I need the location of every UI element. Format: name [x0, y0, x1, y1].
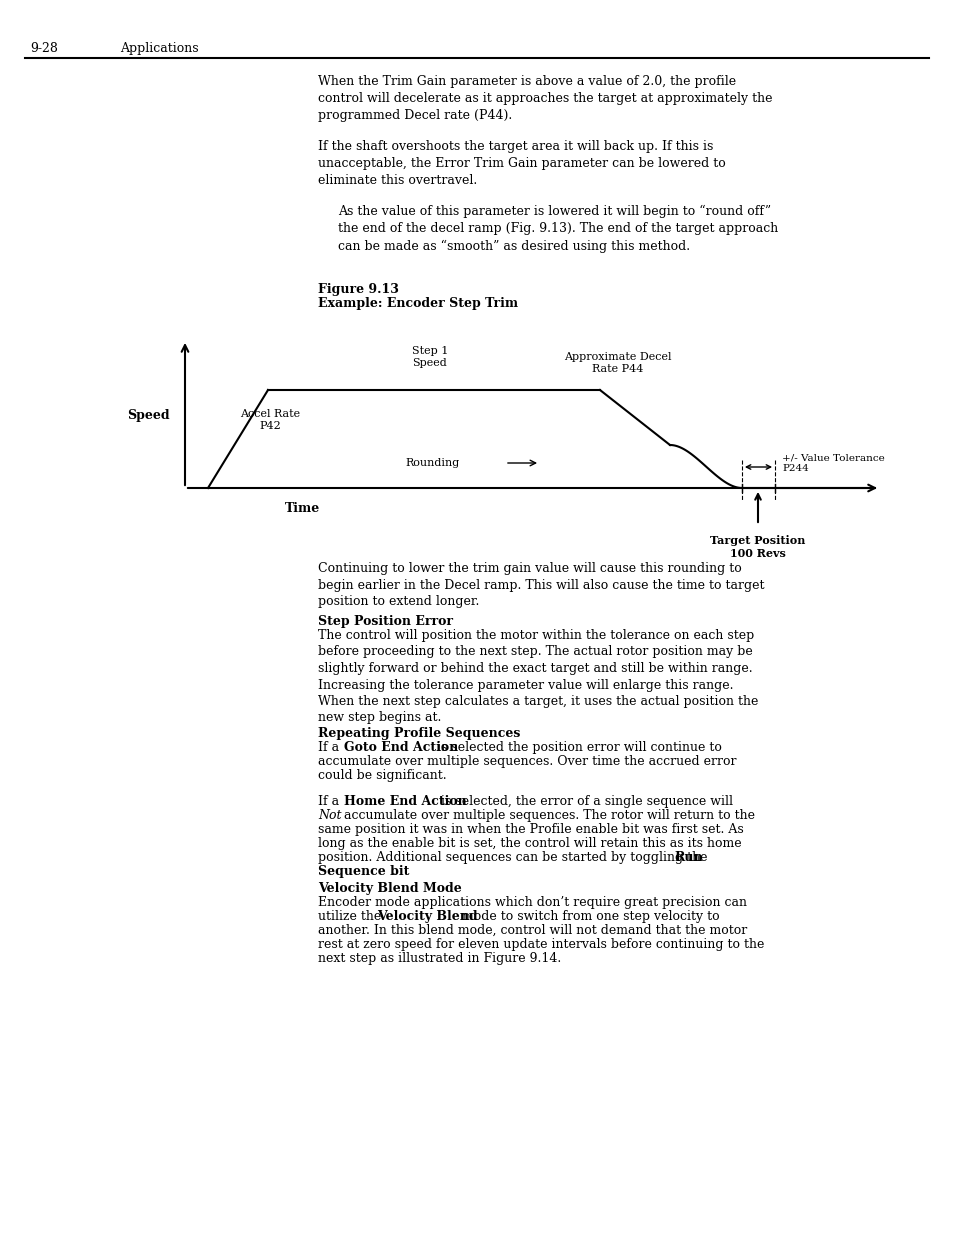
- Text: could be significant.: could be significant.: [317, 769, 446, 782]
- Text: next step as illustrated in Figure 9.14.: next step as illustrated in Figure 9.14.: [317, 952, 560, 965]
- Text: accumulate over multiple sequences. The rotor will return to the: accumulate over multiple sequences. The …: [339, 809, 754, 823]
- Text: If the shaft overshoots the target area it will back up. If this is
unacceptable: If the shaft overshoots the target area …: [317, 140, 725, 186]
- Text: When the Trim Gain parameter is above a value of 2.0, the profile
control will d: When the Trim Gain parameter is above a …: [317, 75, 772, 122]
- Text: .: .: [392, 864, 395, 878]
- Text: utilize the: utilize the: [317, 910, 385, 923]
- Text: Example: Encoder Step Trim: Example: Encoder Step Trim: [317, 296, 517, 310]
- Text: rest at zero speed for eleven update intervals before continuing to the: rest at zero speed for eleven update int…: [317, 939, 763, 951]
- Text: 9-28: 9-28: [30, 42, 58, 56]
- Text: As the value of this parameter is lowered it will begin to “round off”
the end o: As the value of this parameter is lowere…: [337, 205, 778, 253]
- Text: Step Position Error: Step Position Error: [317, 615, 453, 629]
- Text: Applications: Applications: [120, 42, 198, 56]
- Text: long as the enable bit is set, the control will retain this as its home: long as the enable bit is set, the contr…: [317, 837, 740, 850]
- Text: Sequence bit: Sequence bit: [317, 864, 409, 878]
- Text: position. Additional sequences can be started by toggling the: position. Additional sequences can be st…: [317, 851, 711, 864]
- Text: Not: Not: [317, 809, 341, 823]
- Text: Run: Run: [673, 851, 702, 864]
- Text: Figure 9.13: Figure 9.13: [317, 283, 398, 296]
- Text: Accel Rate
P42: Accel Rate P42: [240, 409, 300, 431]
- Text: Velocity Blend: Velocity Blend: [376, 910, 477, 923]
- Text: is selected the position error will continue to: is selected the position error will cont…: [433, 741, 721, 755]
- Text: Repeating Profile Sequences: Repeating Profile Sequences: [317, 727, 519, 740]
- Text: accumulate over multiple sequences. Over time the accrued error: accumulate over multiple sequences. Over…: [317, 755, 736, 768]
- Text: When the next step calculates a target, it uses the actual position the
new step: When the next step calculates a target, …: [317, 695, 758, 725]
- Text: is selected, the error of a single sequence will: is selected, the error of a single seque…: [436, 795, 732, 808]
- Text: Approximate Decel
Rate P44: Approximate Decel Rate P44: [563, 352, 671, 374]
- Text: The control will position the motor within the tolerance on each step
before pro: The control will position the motor with…: [317, 629, 754, 692]
- Text: Rounding: Rounding: [405, 458, 459, 468]
- Text: same position it was in when the Profile enable bit was first set. As: same position it was in when the Profile…: [317, 823, 743, 836]
- Text: Goto End Action: Goto End Action: [344, 741, 457, 755]
- Text: If a: If a: [317, 795, 343, 808]
- Text: Step 1
Speed: Step 1 Speed: [412, 346, 448, 368]
- Text: If a: If a: [317, 741, 343, 755]
- Text: Time: Time: [285, 501, 320, 515]
- Text: Encoder mode applications which don’t require great precision can: Encoder mode applications which don’t re…: [317, 897, 746, 909]
- Text: mode to switch from one step velocity to: mode to switch from one step velocity to: [457, 910, 719, 923]
- Text: +/- Value Tolerance
P244: +/- Value Tolerance P244: [781, 453, 883, 473]
- Text: Velocity Blend Mode: Velocity Blend Mode: [317, 882, 461, 895]
- Text: Target Position
100 Revs: Target Position 100 Revs: [710, 535, 805, 558]
- Text: another. In this blend mode, control will not demand that the motor: another. In this blend mode, control wil…: [317, 924, 746, 937]
- Text: Home End Action: Home End Action: [344, 795, 466, 808]
- Text: Speed: Speed: [128, 409, 170, 421]
- Text: Continuing to lower the trim gain value will cause this rounding to
begin earlie: Continuing to lower the trim gain value …: [317, 562, 763, 608]
